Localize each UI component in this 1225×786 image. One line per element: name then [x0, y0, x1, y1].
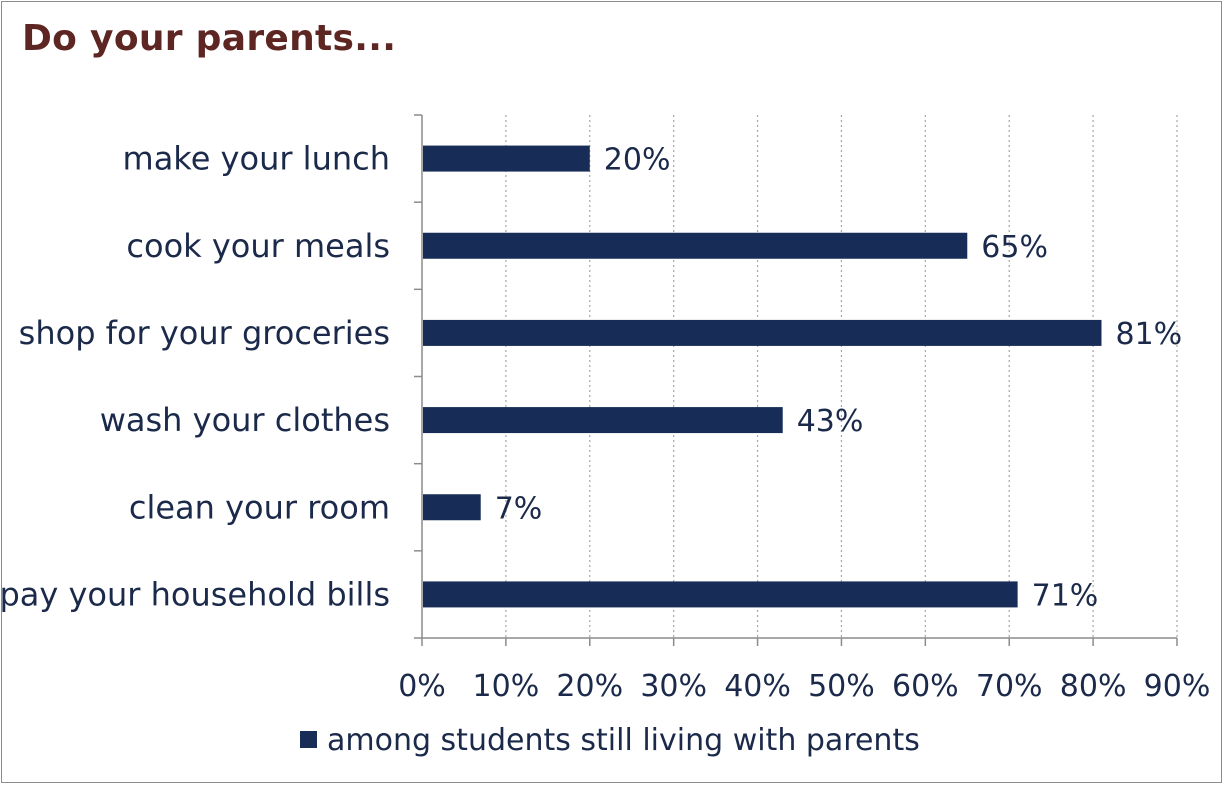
data-label: 20% [604, 143, 671, 178]
axes [414, 114, 1178, 646]
data-label: 65% [981, 230, 1048, 265]
bars [423, 145, 1102, 608]
x-tick-label: 80% [1060, 669, 1127, 704]
category-label: wash your clothes [100, 401, 390, 439]
data-label: 71% [1032, 578, 1099, 613]
bar [423, 145, 590, 172]
bar [423, 494, 481, 521]
legend-swatch [300, 731, 317, 748]
category-label: cook your meals [126, 227, 390, 265]
data-label: 7% [495, 491, 543, 526]
x-tick-label: 40% [724, 669, 791, 704]
legend: among students still living with parents [300, 723, 920, 758]
bar [423, 232, 968, 259]
x-tick-label: 90% [1144, 669, 1211, 704]
x-tick-label: 10% [473, 669, 540, 704]
x-tick-label: 60% [892, 669, 959, 704]
category-label: shop for your groceries [19, 314, 390, 352]
bar [423, 581, 1018, 608]
data-label: 81% [1116, 317, 1183, 352]
category-label: pay your household bills [0, 575, 390, 613]
x-tick-label: 70% [976, 669, 1043, 704]
labels: 0% 10% 20% 30% 40% 50% 60% 70% 80% 90% make your l… [0, 140, 1210, 704]
bar [423, 319, 1102, 346]
grid-lines [505, 115, 1178, 638]
x-tick-label: 20% [556, 669, 623, 704]
bar [423, 407, 783, 434]
category-label: make your lunch [123, 140, 390, 178]
chart-title: Do your parents... [22, 18, 397, 59]
x-tick-label: 50% [808, 669, 875, 704]
category-label: clean your room [129, 488, 390, 526]
x-tick-label: 30% [640, 669, 707, 704]
legend-label: among students still living with parents [327, 723, 920, 758]
data-label: 43% [797, 404, 864, 439]
x-tick-label: 0% [398, 669, 446, 704]
